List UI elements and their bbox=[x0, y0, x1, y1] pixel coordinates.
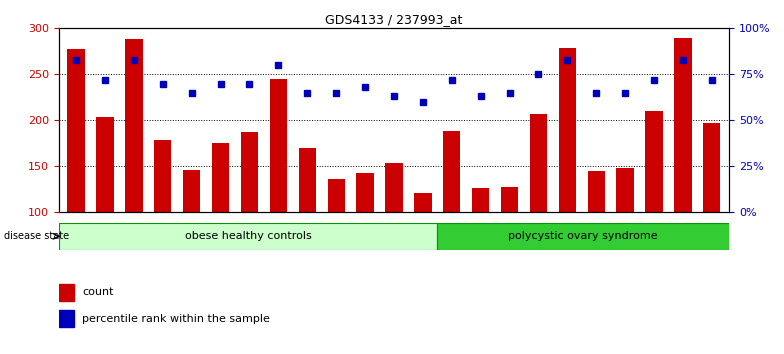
Text: obese healthy controls: obese healthy controls bbox=[185, 231, 311, 241]
Bar bbox=[443, 131, 460, 304]
Bar bbox=[645, 111, 662, 304]
Bar bbox=[703, 123, 720, 304]
Bar bbox=[125, 39, 143, 304]
Bar bbox=[501, 187, 518, 304]
Bar bbox=[328, 179, 345, 304]
Bar bbox=[59, 284, 74, 301]
Bar bbox=[59, 310, 74, 327]
Bar bbox=[357, 173, 374, 304]
Bar bbox=[212, 143, 229, 304]
Bar bbox=[96, 117, 114, 304]
Bar bbox=[559, 48, 576, 304]
Bar bbox=[674, 38, 691, 304]
Bar bbox=[67, 48, 85, 304]
Bar bbox=[414, 193, 431, 304]
Bar bbox=[299, 148, 316, 304]
Bar bbox=[241, 132, 258, 304]
Bar bbox=[154, 140, 172, 304]
Text: polycystic ovary syndrome: polycystic ovary syndrome bbox=[508, 231, 658, 241]
Title: GDS4133 / 237993_at: GDS4133 / 237993_at bbox=[325, 13, 463, 26]
Bar bbox=[270, 79, 287, 304]
Bar bbox=[530, 114, 547, 304]
Bar bbox=[59, 223, 437, 250]
Bar bbox=[472, 188, 489, 304]
Bar bbox=[183, 170, 201, 304]
Text: disease state: disease state bbox=[4, 232, 69, 241]
Bar bbox=[616, 168, 633, 304]
Bar bbox=[385, 163, 403, 304]
Bar bbox=[437, 223, 729, 250]
Text: count: count bbox=[82, 287, 114, 297]
Text: percentile rank within the sample: percentile rank within the sample bbox=[82, 314, 270, 324]
Bar bbox=[587, 171, 605, 304]
